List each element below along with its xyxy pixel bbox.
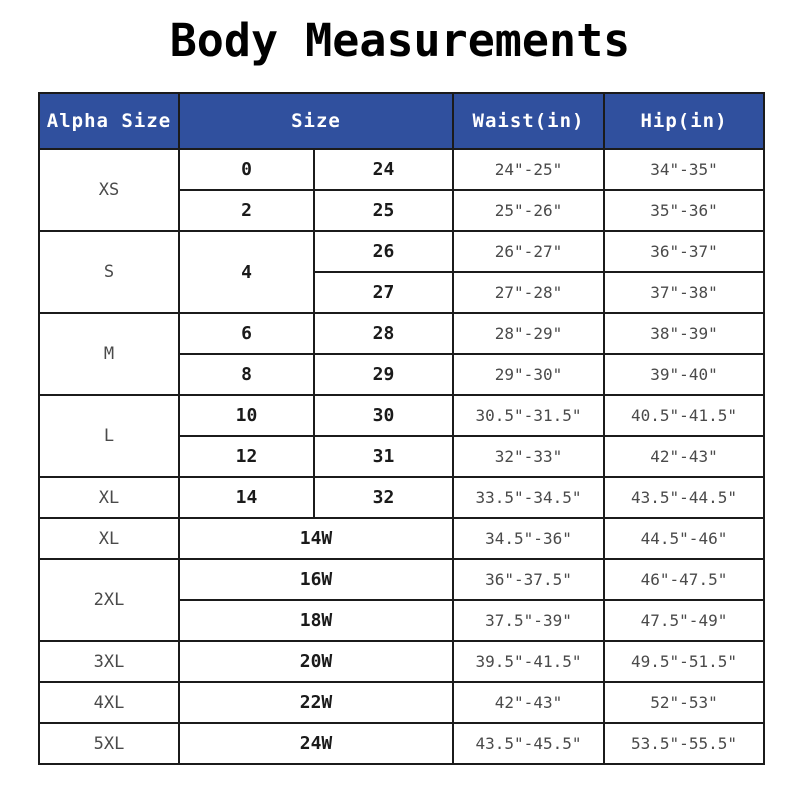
cell-measurement: 37.5"-39" — [452, 599, 605, 642]
cell-measurement: 53.5"-55.5" — [603, 722, 765, 765]
cell-size: 32 — [313, 476, 454, 519]
cell-measurement: 39"-40" — [603, 353, 765, 396]
table-row: M 6 28 28"-29" 38"-39" — [38, 312, 765, 396]
cell-measurement: 33.5"-34.5" — [452, 476, 605, 519]
cell-measurement: 28"-29" — [452, 312, 605, 355]
cell-measurement: 49.5"-51.5" — [603, 640, 765, 683]
cell-measurement: 42"-43" — [452, 681, 605, 724]
cell-alpha-size: 3XL — [38, 640, 180, 683]
cell-size: 26 — [313, 230, 454, 273]
cell-measurement: 42"-43" — [603, 435, 765, 478]
page-title: Body Measurements — [169, 14, 631, 67]
cell-alpha-size: XL — [38, 517, 180, 560]
cell-measurement: 52"-53" — [603, 681, 765, 724]
cell-measurement: 24"-25" — [452, 148, 605, 191]
cell-measurement: 32"-33" — [452, 435, 605, 478]
cell-size: 10 — [178, 394, 315, 437]
table-row: 2XL 16W 36"-37.5" 46"-47.5" — [38, 558, 765, 642]
table-row: 8 29 29"-30" 39"-40" — [39, 353, 765, 396]
cell-size: 30 — [313, 394, 454, 437]
cell-measurement: 35"-36" — [603, 189, 765, 232]
cell-size: 22W — [178, 681, 454, 724]
table-row: 3XL 20W 39.5"-41.5" 49.5"-51.5" — [38, 640, 765, 683]
cell-measurement: 34"-35" — [603, 148, 765, 191]
table-row: XL 14W 34.5"-36" 44.5"-46" — [38, 517, 765, 560]
cell-size: 14W — [178, 517, 454, 560]
cell-measurement: 43.5"-45.5" — [452, 722, 605, 765]
cell-alpha-size: M — [38, 312, 180, 396]
cell-size: 28 — [313, 312, 454, 355]
cell-size: 12 — [178, 435, 315, 478]
cell-alpha-size: XL — [38, 476, 180, 519]
header-size: Size — [178, 92, 454, 150]
cell-measurement: 38"-39" — [603, 312, 765, 355]
table-row: 12 31 32"-33" 42"-43" — [39, 435, 765, 478]
cell-size: 24 — [313, 148, 454, 191]
cell-size: 6 — [178, 312, 315, 355]
cell-measurement: 39.5"-41.5" — [452, 640, 605, 683]
cell-size: 18W — [178, 599, 454, 642]
cell-alpha-size: XS — [38, 148, 180, 232]
cell-measurement: 36"-37" — [603, 230, 765, 273]
cell-measurement: 37"-38" — [603, 271, 765, 314]
cell-measurement: 40.5"-41.5" — [603, 394, 765, 437]
cell-size: 0 — [178, 148, 315, 191]
table-row: L 10 30 30.5"-31.5" 40.5"-41.5" — [38, 394, 765, 478]
table-row: XL 14 32 33.5"-34.5" 43.5"-44.5" — [38, 476, 765, 519]
table-row: XS 0 24 24"-25" 34"-35" — [38, 148, 765, 232]
cell-alpha-size: 4XL — [38, 681, 180, 724]
cell-size: 20W — [178, 640, 454, 683]
table-row: 2 25 25"-26" 35"-36" — [39, 189, 765, 232]
cell-measurement: 26"-27" — [452, 230, 605, 273]
table-row: 4XL 22W 42"-43" 52"-53" — [38, 681, 765, 724]
table-row: S 4 26 26"-27" 36"-37" — [38, 230, 765, 314]
cell-measurement: 27"-28" — [452, 271, 605, 314]
cell-size: 14 — [178, 476, 315, 519]
cell-measurement: 44.5"-46" — [603, 517, 765, 560]
cell-size: 29 — [313, 353, 454, 396]
cell-size: 31 — [313, 435, 454, 478]
cell-size: 27 — [313, 271, 454, 314]
cell-size: 4 — [178, 230, 315, 314]
table-row: 5XL 24W 43.5"-45.5" 53.5"-55.5" — [38, 722, 765, 765]
cell-measurement: 29"-30" — [452, 353, 605, 396]
cell-alpha-size: 5XL — [38, 722, 180, 765]
cell-measurement: 30.5"-31.5" — [452, 394, 605, 437]
header-hip: Hip(in) — [603, 92, 765, 150]
header-alpha-size: Alpha Size — [38, 92, 180, 150]
cell-size: 16W — [178, 558, 454, 601]
cell-measurement: 43.5"-44.5" — [603, 476, 765, 519]
cell-size: 24W — [178, 722, 454, 765]
cell-alpha-size: S — [38, 230, 180, 314]
cell-measurement: 47.5"-49" — [603, 599, 765, 642]
cell-alpha-size: L — [38, 394, 180, 478]
cell-size: 8 — [178, 353, 315, 396]
cell-measurement: 25"-26" — [452, 189, 605, 232]
table-row: 18W 37.5"-39" 47.5"-49" — [39, 599, 765, 642]
body-measurements-table: Alpha Size Size Waist(in) Hip(in) XS 0 24 2… — [38, 92, 765, 765]
header-row: Alpha Size Size Waist(in) Hip(in) — [38, 92, 765, 150]
cell-measurement: 34.5"-36" — [452, 517, 605, 560]
cell-measurement: 36"-37.5" — [452, 558, 605, 601]
cell-size: 25 — [313, 189, 454, 232]
cell-alpha-size: 2XL — [38, 558, 180, 642]
header-waist: Waist(in) — [452, 92, 605, 150]
cell-size: 2 — [178, 189, 315, 232]
table-row: 27 27"-28" 37"-38" — [39, 271, 765, 314]
table-body: XS 0 24 24"-25" 34"-35" 2 25 25"-26" 35"-36" S 4 26… — [38, 148, 765, 765]
cell-measurement: 46"-47.5" — [603, 558, 765, 601]
